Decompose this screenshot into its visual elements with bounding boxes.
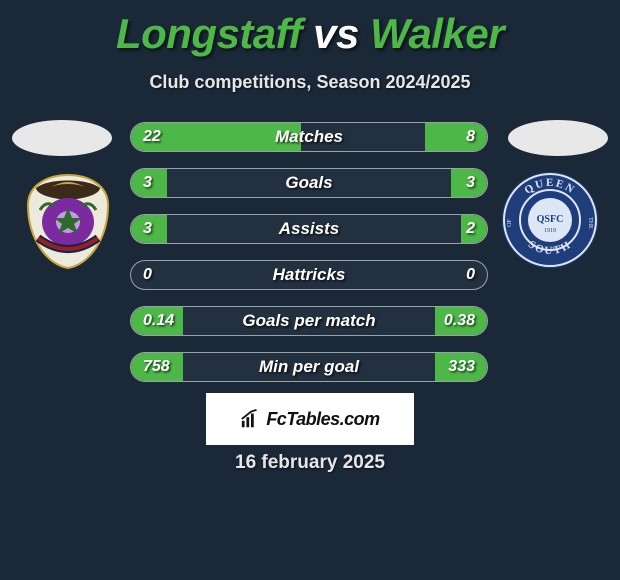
stat-label: Goals per match <box>131 307 487 335</box>
svg-text:1919: 1919 <box>544 228 556 234</box>
player2-avatar-placeholder <box>508 120 608 156</box>
stat-label: Assists <box>131 215 487 243</box>
svg-text:QSFC: QSFC <box>537 214 564 225</box>
branding-badge: FcTables.com <box>206 393 414 445</box>
stat-row: 33Goals <box>130 168 488 198</box>
date-text: 16 february 2025 <box>0 452 620 474</box>
player1-name: Longstaff <box>116 10 302 57</box>
crest-right-icon: QSFC 1919 QUEEN SOUTH OF THE <box>500 170 600 270</box>
stat-row: 758333Min per goal <box>130 352 488 382</box>
player1-avatar-placeholder <box>12 120 112 156</box>
stat-row: 32Assists <box>130 214 488 244</box>
stat-label: Matches <box>131 123 487 151</box>
inverness-crest <box>18 170 118 270</box>
queen-of-south-crest: QSFC 1919 QUEEN SOUTH OF THE <box>500 170 600 270</box>
stat-label: Min per goal <box>131 353 487 381</box>
chart-icon <box>240 408 262 430</box>
svg-text:OF: OF <box>507 219 513 227</box>
crest-left-icon <box>18 170 118 270</box>
branding-text: FcTables.com <box>266 409 379 430</box>
vs-text: vs <box>313 10 359 57</box>
stat-bars: 228Matches 33Goals 32Assists 00Hattricks 0.1… <box>130 122 488 398</box>
subtitle: Club competitions, Season 2024/2025 <box>0 72 620 93</box>
svg-text:THE: THE <box>587 217 593 229</box>
page-title: Longstaff vs Walker <box>0 0 620 58</box>
stat-label: Hattricks <box>131 261 487 289</box>
stat-row: 0.140.38Goals per match <box>130 306 488 336</box>
stat-row: 00Hattricks <box>130 260 488 290</box>
stat-label: Goals <box>131 169 487 197</box>
player2-name: Walker <box>370 10 504 57</box>
stat-row: 228Matches <box>130 122 488 152</box>
